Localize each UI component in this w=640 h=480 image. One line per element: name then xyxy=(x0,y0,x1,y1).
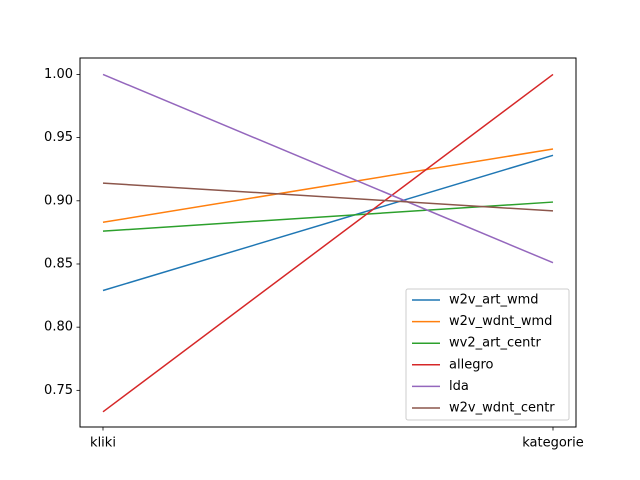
y-tick-label: 1.00 xyxy=(44,67,73,82)
legend-label: w2v_art_wmd xyxy=(449,293,539,308)
legend-label: allegro xyxy=(449,357,493,372)
x-tick-label: kliki xyxy=(90,436,116,451)
y-tick-label: 0.80 xyxy=(44,320,73,335)
y-tick-label: 0.75 xyxy=(44,383,73,398)
x-axis: kliki kategorie xyxy=(90,427,584,451)
plot-frame xyxy=(79,57,577,428)
y-axis: 0.75 0.80 0.85 0.90 0.95 1.00 xyxy=(44,67,80,398)
y-tick-label: 0.85 xyxy=(44,256,73,271)
legend-label: lda xyxy=(449,379,469,394)
series-line-w2v-wdnt-wmd xyxy=(102,148,554,224)
series-line-lda xyxy=(102,73,554,264)
series-line-w2v-wdnt-centr xyxy=(102,182,554,212)
series-layer xyxy=(102,73,554,413)
y-tick-label: 0.95 xyxy=(44,130,73,145)
y-tick-label: 0.90 xyxy=(44,193,73,208)
legend-label: w2v_wdnt_wmd xyxy=(449,314,552,329)
legend-box xyxy=(405,288,570,421)
legend-label: w2v_wdnt_centr xyxy=(449,401,555,416)
series-line-w2v-art-wmd xyxy=(102,154,554,292)
x-tick-label: kategorie xyxy=(522,436,584,451)
legend-label: wv2_art_centr xyxy=(449,336,541,351)
series-line-allegro xyxy=(102,73,554,413)
legend: w2v_art_wmd w2v_wdnt_wmd wv2_art_centralle… xyxy=(405,288,570,421)
